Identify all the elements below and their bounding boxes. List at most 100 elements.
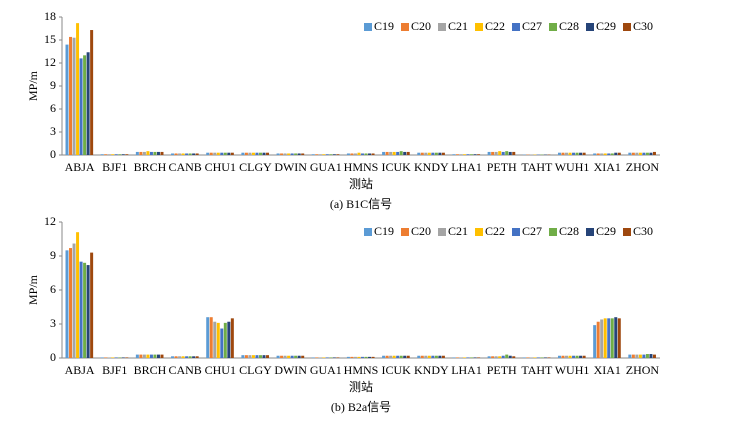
bar (474, 357, 477, 358)
bar (160, 355, 163, 358)
bar (456, 357, 459, 358)
bar (336, 154, 339, 155)
y-tick-label: 9 (50, 78, 56, 92)
bar (354, 153, 357, 155)
bar (277, 356, 280, 358)
bar (80, 262, 83, 358)
legend-label: C19 (374, 19, 394, 33)
bar (315, 154, 318, 155)
bar (558, 153, 561, 155)
bar (372, 357, 375, 358)
x-tick-label: ABJA (65, 160, 95, 174)
y-tick-label: 18 (44, 9, 56, 23)
bar (604, 153, 607, 155)
bar (365, 357, 368, 358)
bar (182, 356, 185, 358)
legend-label: C28 (559, 224, 579, 238)
y-tick-label: 9 (50, 248, 56, 262)
x-tick-label: PETH (487, 160, 517, 174)
bar (206, 153, 209, 155)
legend-label: C28 (559, 19, 579, 33)
x-tick-label: BJF1 (102, 363, 127, 377)
bar (189, 153, 192, 155)
bar (467, 154, 470, 155)
bar (438, 153, 441, 155)
bar (491, 152, 494, 155)
bar (614, 317, 617, 358)
bar (403, 356, 406, 358)
bar (526, 357, 529, 358)
bar (400, 356, 403, 358)
bar (111, 357, 114, 358)
legend-swatch (512, 23, 520, 31)
x-tick-label: BJF1 (102, 160, 127, 174)
bar (192, 153, 195, 155)
bar (403, 152, 406, 155)
bar (572, 356, 575, 358)
bar (593, 325, 596, 358)
bar (312, 357, 315, 358)
x-tick-label: LHA1 (451, 160, 482, 174)
bar (562, 356, 565, 358)
bar (210, 153, 213, 155)
bar (569, 153, 572, 155)
x-tick-label: XIA1 (594, 160, 621, 174)
bar (171, 356, 174, 358)
bar (424, 153, 427, 155)
bar (241, 153, 244, 155)
x-tick-label: DWIN (274, 160, 307, 174)
bar (396, 152, 399, 155)
bar (263, 355, 266, 358)
bar (280, 153, 283, 155)
bar (115, 357, 118, 358)
bar (227, 153, 230, 155)
bar (357, 357, 360, 358)
bar (565, 356, 568, 358)
bar (417, 356, 420, 358)
bar (389, 356, 392, 358)
x-tick-label: KNDY (414, 160, 449, 174)
bar (336, 357, 339, 358)
x-tick-label: BRCH (134, 363, 167, 377)
bar (459, 154, 462, 155)
bar (400, 151, 403, 155)
bar (118, 357, 121, 358)
legend-label: C20 (411, 224, 431, 238)
bar (178, 356, 181, 358)
bar (523, 357, 526, 358)
bar (90, 30, 93, 155)
bar (66, 45, 69, 155)
x-tick-label: BRCH (134, 160, 167, 174)
bar (252, 153, 255, 155)
x-tick-label: ZHON (626, 363, 660, 377)
bar (83, 55, 86, 155)
bar (157, 355, 160, 358)
bar (431, 153, 434, 155)
x-tick-label: CLGY (239, 160, 272, 174)
x-axis-label: 测站 (349, 177, 373, 191)
bar (241, 355, 244, 358)
bar (160, 152, 163, 155)
bar (333, 154, 336, 155)
bar (565, 153, 568, 155)
bar (111, 154, 114, 155)
legend-swatch (475, 23, 483, 31)
bar (206, 317, 209, 358)
bar (459, 357, 462, 358)
bar (467, 357, 470, 358)
bar (537, 357, 540, 358)
bar (287, 153, 290, 155)
bar (438, 356, 441, 358)
x-tick-label: CHU1 (205, 363, 236, 377)
bar (639, 355, 642, 358)
bar (639, 153, 642, 155)
bar (558, 356, 561, 358)
bar (456, 154, 459, 155)
bar (611, 318, 614, 358)
bar (185, 153, 188, 155)
bar (322, 357, 325, 358)
bar (322, 154, 325, 155)
bar (178, 153, 181, 155)
bar (213, 322, 216, 358)
